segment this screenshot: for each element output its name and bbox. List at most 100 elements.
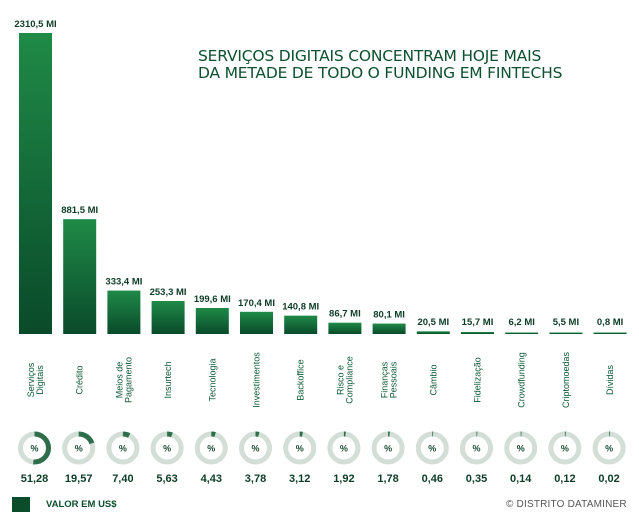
bar [328, 322, 362, 334]
category-label: Dívidas [605, 364, 615, 395]
value-label: 0,8 MI [597, 317, 623, 328]
category-label-line: Digitais [35, 365, 45, 395]
donut-fill [239, 431, 272, 465]
donut-percent-sign: % [561, 444, 569, 454]
share-donuts-group: % 51,28% 19,57% 7,40% 5,63% 4,43% 3,78% 3,12% 1,… [18, 431, 626, 485]
category-label-line: Dívidas [605, 364, 615, 395]
share-donut: % 7,40 [106, 431, 140, 485]
donut-fill [592, 431, 626, 465]
value-label: 140,8 MI [282, 302, 319, 313]
bar [63, 219, 97, 334]
value-label: 199,6 MI [194, 294, 231, 305]
category-label-line: Meios de [114, 362, 124, 399]
share-label: 3,78 [245, 473, 266, 485]
category-label-line: Compliance [344, 356, 354, 404]
category-label: Risco e Compliance [335, 356, 354, 404]
category-label-line: Risco e [335, 365, 345, 395]
share-donut: % 4,43 [194, 431, 228, 485]
share-donut: % 0,02 [592, 431, 626, 485]
category-label-line: Pessoais [389, 361, 399, 398]
share-label: 4,43 [201, 473, 222, 485]
share-label: 1,78 [377, 473, 398, 485]
bars-group [19, 33, 627, 334]
donut-fill [504, 431, 538, 465]
donut-fill [62, 431, 96, 465]
category-label-line: Crowdfunding [517, 352, 527, 408]
donut-percent-sign: % [30, 444, 38, 454]
share-donut: % 0,35 [460, 431, 493, 485]
bar [284, 315, 318, 334]
category-label: Fidelização [473, 357, 483, 403]
donut-fill [18, 431, 51, 465]
value-label: 253,3 MI [150, 287, 187, 298]
value-label: 5,5 MI [553, 317, 579, 328]
bar [461, 331, 494, 334]
share-donut: % 0,46 [415, 431, 449, 485]
donut-percent-sign: % [207, 444, 215, 454]
value-label: 6,2 MI [508, 317, 534, 328]
bar [107, 290, 141, 334]
category-label-line: Investimentos [252, 352, 262, 408]
donut-fill [194, 431, 228, 465]
bar [195, 307, 229, 334]
chart-title-line-2: DA METADE DE TODO O FUNDING EM FINTECHS [198, 64, 563, 82]
category-label: Serviços Digitais [26, 362, 45, 397]
chart-title-line-1: SERVIÇOS DIGITAIS CONCENTRAM HOJE MAIS [198, 47, 542, 65]
donut-percent-sign: % [384, 444, 392, 454]
legend-swatch [12, 497, 30, 512]
category-label-line: Criptomoedas [561, 351, 571, 408]
category-label: Insurtech [163, 361, 173, 398]
donut-fill [106, 431, 140, 465]
donut-percent-sign: % [472, 444, 480, 454]
category-label: Tecnologia [207, 358, 217, 401]
share-label: 0,12 [554, 473, 575, 485]
share-label: 19,57 [65, 473, 93, 485]
value-label: 15,7 MI [462, 317, 494, 328]
share-label: 7,40 [112, 473, 133, 485]
category-label: Crowdfunding [517, 352, 527, 408]
donut-percent-sign: % [75, 444, 83, 454]
bar [372, 323, 406, 334]
donut-percent-sign: % [251, 444, 259, 454]
share-donut: % 19,57 [62, 431, 96, 485]
category-label-line: Fidelização [473, 357, 483, 403]
share-donut: % 3,12 [283, 431, 317, 485]
share-donut: % 0,14 [504, 431, 538, 485]
source-credit: © DISTRITO DATAMINER [506, 499, 627, 510]
category-label-line: Serviços [26, 362, 36, 397]
category-label: Backoffice [296, 359, 306, 400]
category-label-line: Pagamento [123, 357, 133, 403]
share-donut: % 3,78 [239, 431, 272, 485]
share-label: 0,14 [510, 473, 532, 485]
category-label-line: Tecnologia [207, 358, 217, 401]
category-label-line: Backoffice [296, 359, 306, 400]
value-labels-group: 2310,5 MI 881,5 MI 333,4 MI 253,3 MI 199,6 M… [14, 19, 623, 328]
donut-fill [283, 431, 317, 465]
category-label: Crédito [75, 365, 85, 394]
bar [505, 332, 539, 334]
bar [416, 331, 450, 334]
legend-label: VALOR EM US$ [46, 499, 117, 510]
category-label: Câmbio [428, 364, 438, 395]
category-label: Investimentos [252, 352, 262, 408]
donut-percent-sign: % [163, 444, 171, 454]
donut-fill [548, 431, 582, 465]
bar [593, 332, 627, 334]
category-label: Criptomoedas [561, 351, 571, 408]
donut-percent-sign: % [119, 444, 127, 454]
share-label: 51,28 [21, 473, 49, 485]
donut-fill [371, 431, 405, 465]
category-label-line: Crédito [75, 365, 85, 394]
bar [151, 301, 185, 334]
donut-fill [327, 431, 361, 465]
bar [549, 332, 583, 334]
value-label: 881,5 MI [61, 205, 98, 216]
bar [240, 311, 273, 334]
category-labels-group: Serviços Digitais Crédito Meios dePagamento… [26, 351, 615, 408]
value-label: 20,5 MI [417, 317, 449, 328]
donut-fill [150, 431, 184, 465]
share-donut: % 0,12 [548, 431, 582, 485]
category-label-line: Insurtech [163, 361, 173, 398]
share-label: 3,12 [289, 473, 310, 485]
donut-percent-sign: % [340, 444, 348, 454]
